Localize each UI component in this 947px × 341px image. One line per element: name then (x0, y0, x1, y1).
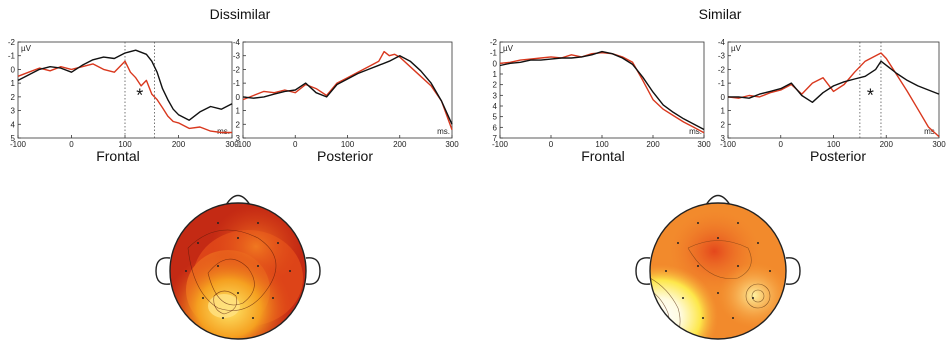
x-unit-label: ms. (217, 127, 230, 136)
y-tick-label: 2 (236, 120, 241, 129)
y-tick-label: 4 (11, 120, 16, 129)
y-unit-label: µV (503, 44, 514, 53)
x-tick-label: 200 (172, 140, 186, 149)
plot-frame (499, 41, 705, 139)
series-line-0 (242, 50, 453, 131)
y-tick-label: 2 (493, 81, 498, 90)
y-tick-label: -2 (718, 65, 726, 74)
x-tick-label: 300 (445, 140, 459, 149)
scalp-outline (649, 202, 787, 340)
dissimilar-title: Dissimilar (209, 6, 271, 22)
y-tick-label: -2 (490, 38, 498, 47)
xlabel-dissimilar-frontal: Frontal (96, 148, 140, 164)
y-tick-label: 0 (493, 59, 498, 68)
series-line-1 (499, 50, 705, 131)
similar-title: Similar (698, 6, 742, 22)
series-line-1 (17, 49, 233, 121)
chart-dissimilar-posterior: -100 0 100 200 300 -4 -3 -2 -1 0 1 2 3 ms. (233, 38, 459, 149)
y-tick-label: 3 (721, 134, 726, 143)
y-tick-label: 1 (493, 70, 498, 79)
xlabel-similar-frontal: Frontal (581, 148, 625, 164)
y-tick-label: -1 (233, 79, 241, 88)
y-tick-label: 1 (721, 107, 726, 116)
y-tick-label: 7 (493, 134, 498, 143)
xlabel-similar-posterior: Posterior (809, 148, 867, 164)
y-tick-label: 1 (11, 79, 16, 88)
y-tick-label: 3 (11, 107, 16, 116)
ear-left-icon (155, 257, 171, 285)
y-tick-label: 6 (493, 123, 498, 132)
chart-similar-posterior: -100 0 100 200 300 -4 -3 -2 -1 0 1 2 3 µV ms. * (718, 38, 946, 149)
x-tick-label: -100 (492, 140, 509, 149)
series-line-0 (727, 52, 940, 138)
topomap-similar (635, 194, 801, 340)
series-line-1 (242, 55, 453, 125)
x-tick-label: 200 (393, 140, 407, 149)
y-tick-label: 5 (493, 113, 498, 122)
y-tick-label: 0 (236, 93, 241, 102)
topomap-dissimilar (155, 194, 321, 340)
plot-frame (727, 41, 940, 139)
series-line-0 (17, 60, 232, 134)
y-tick-label: -4 (233, 38, 241, 47)
y-tick-label: 0 (11, 65, 16, 74)
y-tick-label: 1 (236, 107, 241, 116)
y-tick-label: 4 (493, 102, 498, 111)
y-tick-label: 5 (11, 134, 16, 143)
y-tick-label: -2 (8, 38, 16, 47)
y-tick-label: -1 (8, 52, 16, 61)
x-tick-label: 0 (779, 140, 784, 149)
y-tick-label: -3 (718, 52, 726, 61)
x-tick-label: -100 (235, 140, 252, 149)
x-unit-label: ms. (437, 127, 450, 136)
x-tick-label: 100 (341, 140, 355, 149)
x-tick-label: 100 (595, 140, 609, 149)
nose-icon (705, 194, 731, 206)
y-tick-label: -1 (490, 49, 498, 58)
chart-dissimilar-frontal: -100 0 100 200 300 -2 -1 0 1 2 3 4 5 µV ms. * (8, 38, 239, 149)
significance-marker: * (136, 86, 143, 106)
y-tick-label: 0 (721, 93, 726, 102)
y-tick-label: 3 (493, 91, 498, 100)
ear-right-icon (305, 257, 321, 285)
x-unit-label: ms. (924, 127, 937, 136)
x-tick-label: 300 (932, 140, 946, 149)
xlabel-dissimilar-posterior: Posterior (316, 148, 374, 164)
x-tick-label: 100 (118, 140, 132, 149)
plot-frame (242, 41, 453, 139)
x-tick-label: 0 (549, 140, 554, 149)
y-tick-label: 2 (721, 120, 726, 129)
series-line-0 (499, 52, 705, 134)
ear-right-icon (785, 257, 801, 285)
x-tick-label: 300 (697, 140, 711, 149)
y-tick-label: -2 (233, 65, 241, 74)
x-tick-label: 0 (69, 140, 74, 149)
y-tick-label: 2 (11, 93, 16, 102)
nose-icon (225, 194, 251, 206)
y-tick-label: -4 (718, 38, 726, 47)
ear-left-icon (635, 257, 651, 285)
x-tick-label: 200 (880, 140, 894, 149)
x-tick-label: 200 (646, 140, 660, 149)
y-unit-label: µV (731, 44, 742, 53)
y-unit-label: µV (21, 44, 32, 53)
series-line-1 (728, 60, 940, 104)
y-tick-label: 3 (236, 134, 241, 143)
y-tick-label: -3 (233, 52, 241, 61)
significance-marker: * (867, 86, 874, 106)
x-tick-label: 300 (225, 140, 239, 149)
x-tick-label: -100 (720, 140, 737, 149)
y-tick-label: -1 (718, 79, 726, 88)
x-unit-label: ms. (689, 127, 702, 136)
x-tick-label: 100 (827, 140, 841, 149)
scalp-outline (169, 202, 307, 340)
x-tick-label: 0 (293, 140, 298, 149)
x-tick-label: -100 (10, 140, 27, 149)
